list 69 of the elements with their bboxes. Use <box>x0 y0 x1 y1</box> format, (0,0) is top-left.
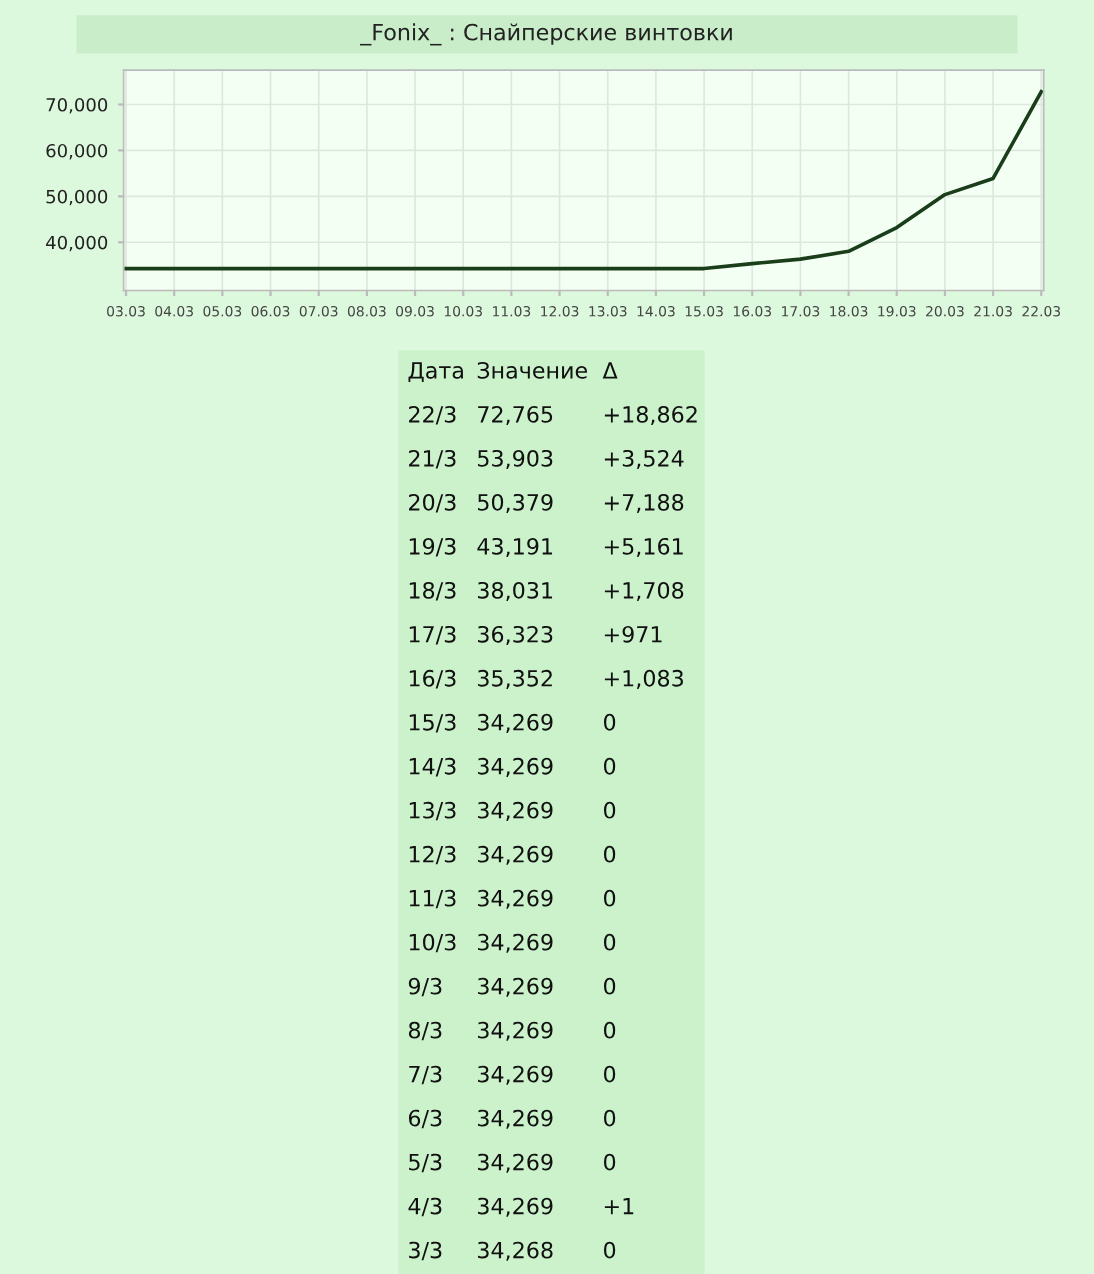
text: 34,269 <box>478 889 553 909</box>
text: 34,269 <box>478 845 553 865</box>
text: 14/3 <box>409 757 456 777</box>
text: 0 <box>604 933 616 951</box>
text: 38,031 <box>478 581 553 601</box>
text: +5,161 <box>604 537 683 557</box>
text: 0 <box>604 845 616 863</box>
text: 12/3 <box>409 845 456 865</box>
text: 0 <box>604 801 616 819</box>
text: +3,524 <box>604 449 684 470</box>
text: 34,269 <box>478 1021 553 1041</box>
text: 4/3 <box>408 1197 442 1217</box>
y-tick-label: 70,000 <box>46 97 108 114</box>
text: 7/3 <box>409 1065 442 1085</box>
text: 34,269 <box>478 1109 553 1129</box>
text: 16/3 <box>409 669 456 689</box>
text: Значение <box>477 361 587 379</box>
text: 21/3 <box>409 449 456 469</box>
text: 13/3 <box>409 801 456 821</box>
text: 34,269 <box>478 801 553 821</box>
text: +1,708 <box>604 581 684 601</box>
y-tick-label: 40,000 <box>46 235 108 252</box>
text: 9/3 <box>408 977 442 997</box>
chart-title: _Fonix_ : Снайперские винтовки <box>359 23 732 46</box>
text: 43,191 <box>477 537 553 557</box>
text: 11/3 <box>409 889 456 909</box>
text: 17/3 <box>409 625 456 645</box>
text: 10/3 <box>409 933 456 953</box>
text: 0 <box>604 713 616 731</box>
text: 0 <box>604 977 616 995</box>
text: 15/3 <box>409 713 456 733</box>
text: 0 <box>604 1153 616 1171</box>
text: 0 <box>604 1241 616 1259</box>
text: 0 <box>604 757 616 775</box>
text: 5/3 <box>409 1153 442 1173</box>
text: 35,352 <box>478 669 552 689</box>
text: 34,269 <box>478 977 553 997</box>
text: +18,862 <box>604 405 697 426</box>
text: 20/3 <box>409 493 456 513</box>
text: +1 <box>604 1197 634 1215</box>
text: 34,269 <box>478 1197 553 1217</box>
text: 0 <box>604 889 616 907</box>
text: 50,379 <box>478 493 553 514</box>
text: 19/3 <box>409 537 456 557</box>
text: 6/3 <box>408 1109 442 1129</box>
text: 34,269 <box>478 1065 553 1085</box>
y-tick-label: 50,000 <box>46 189 108 206</box>
text: 36,323 <box>478 625 553 645</box>
text: 53,903 <box>478 449 553 470</box>
text: Дата <box>408 362 463 382</box>
text: 0 <box>604 1065 616 1083</box>
text: 3/3 <box>409 1241 442 1261</box>
text: +971 <box>604 625 662 643</box>
text: 34,269 <box>478 713 553 733</box>
text: 0 <box>604 1109 616 1127</box>
y-tick-label: 60,000 <box>46 143 108 160</box>
text: +1,083 <box>604 669 683 689</box>
text: 34,269 <box>478 933 553 953</box>
text: Δ <box>602 362 618 379</box>
text: 18/3 <box>409 581 456 601</box>
text: 8/3 <box>408 1021 442 1041</box>
text: +7,188 <box>604 493 684 514</box>
text: 34,268 <box>478 1241 553 1261</box>
text: 34,269 <box>478 1153 553 1173</box>
text: 72,765 <box>478 405 553 426</box>
text: 22/3 <box>409 405 456 425</box>
text: 0 <box>604 1021 616 1039</box>
line-series <box>124 90 1044 271</box>
text: 34,269 <box>478 757 553 777</box>
